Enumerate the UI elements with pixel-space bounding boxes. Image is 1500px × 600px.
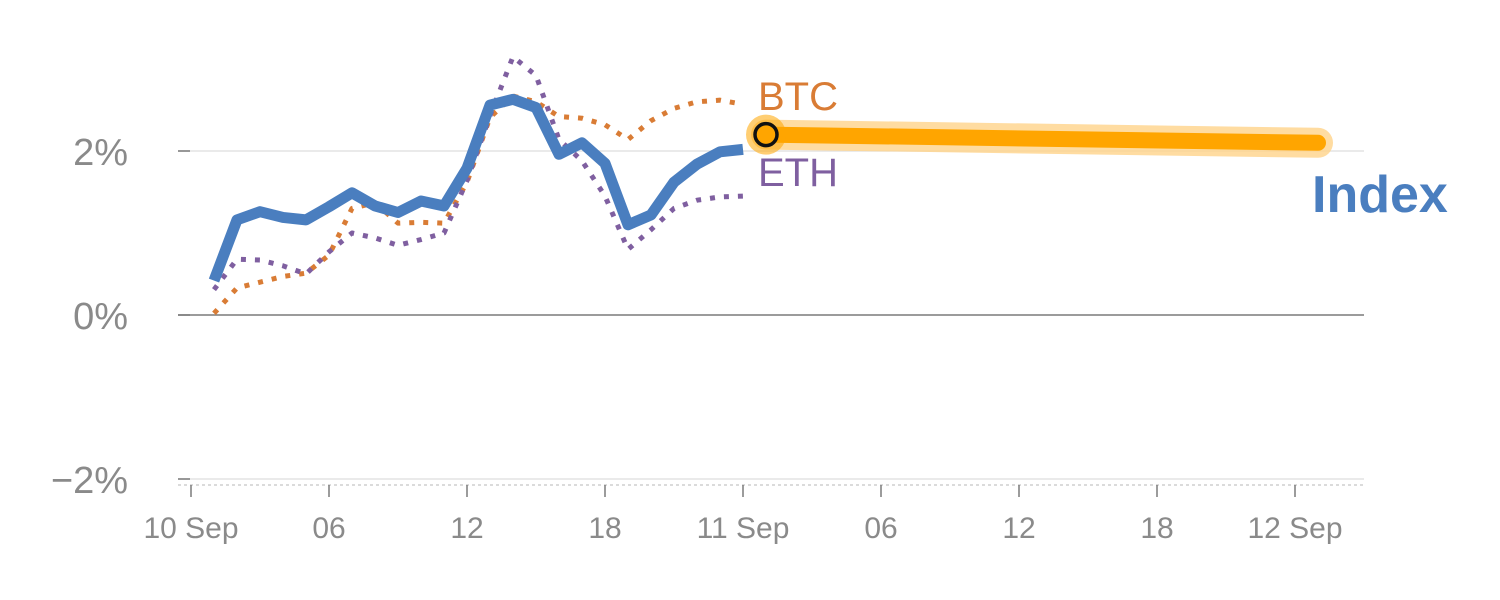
- series-group: [208, 54, 1333, 316]
- grid: 2% 0% −2%: [51, 132, 1364, 502]
- btc-label: BTC: [758, 75, 838, 119]
- eth-label: ETH: [758, 151, 838, 195]
- x-tick-label: 18: [1140, 512, 1173, 545]
- x-axis: 10 Sep 06 12 18 11 Sep 06 12 18 12 Sep: [143, 484, 1364, 545]
- forecast-band: [758, 126, 1326, 151]
- x-tick-label: 12 Sep: [1247, 512, 1342, 545]
- labels: BTC ETH Index: [758, 75, 1448, 224]
- x-tick-label: 11 Sep: [697, 512, 790, 545]
- current-point-marker: [753, 121, 779, 148]
- x-tick-label: 10 Sep: [143, 512, 238, 545]
- y-tick-label: −2%: [51, 460, 128, 502]
- index-series-line: [208, 93, 744, 283]
- x-tick-label: 18: [588, 512, 621, 545]
- y-tick-label: 0%: [73, 296, 128, 338]
- index-label: Index: [1312, 166, 1448, 224]
- eth-series-line: [212, 54, 744, 292]
- x-tick-label: 12: [1002, 512, 1035, 545]
- y-tick-label: 2%: [73, 132, 128, 174]
- x-tick-label: 12: [450, 512, 483, 545]
- x-tick-label: 06: [312, 512, 345, 545]
- x-tick-label: 06: [864, 512, 897, 545]
